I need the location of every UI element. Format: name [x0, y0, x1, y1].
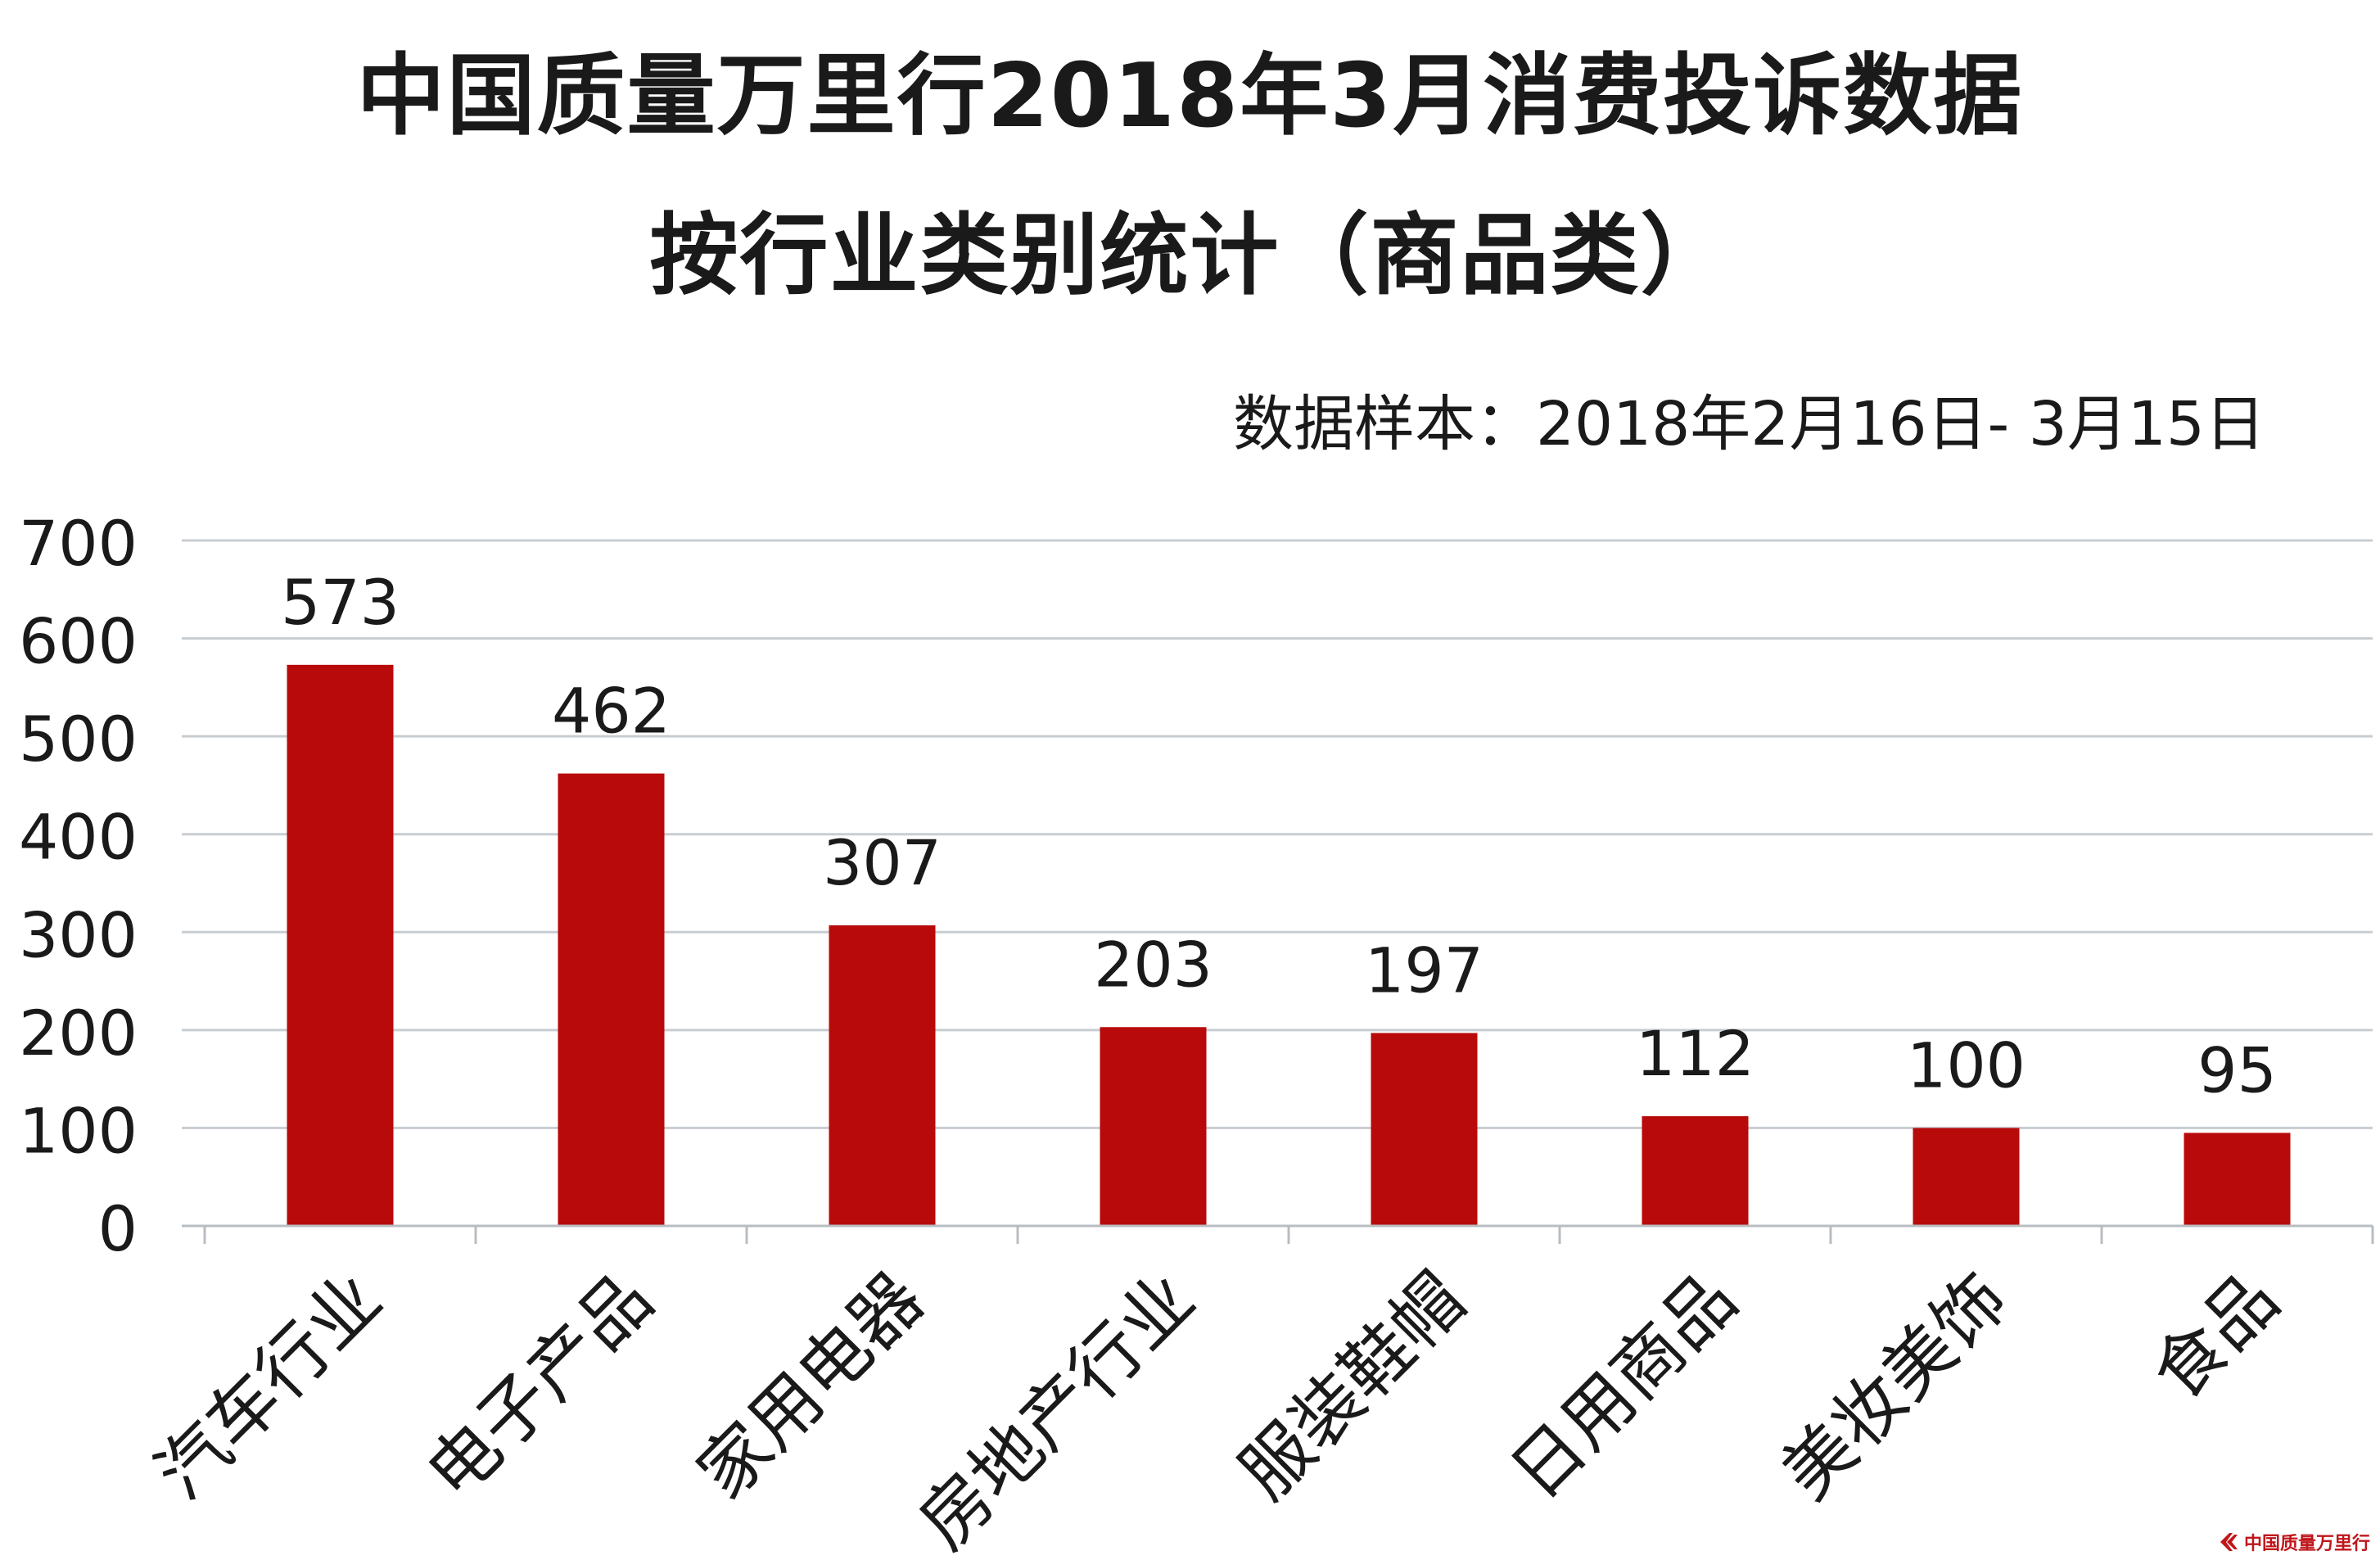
- bar: [558, 773, 665, 1226]
- bar: [287, 664, 394, 1226]
- data-label: 95: [2197, 1033, 2277, 1106]
- bar: [829, 925, 936, 1226]
- x-tick-label: 食品: [2137, 1258, 2294, 1415]
- brand-watermark-text: 中国质量万里行: [2243, 1533, 2370, 1554]
- x-tick-label: 电子产品: [411, 1258, 668, 1515]
- y-tick-label: 0: [98, 1192, 138, 1265]
- bar: [2184, 1133, 2291, 1226]
- brand-watermark: 中国质量万里行: [2218, 1529, 2370, 1555]
- chart-subtitle: 按行业类别统计（商品类）: [649, 205, 1731, 307]
- data-label: 100: [1907, 1029, 2025, 1101]
- bars: [287, 664, 2291, 1226]
- y-tick-label: 100: [19, 1094, 138, 1167]
- y-axis-ticks: 0 100 200 300 400 500 600 700: [19, 507, 138, 1265]
- data-label: 203: [1094, 928, 1213, 1001]
- brand-logo-icon: [2220, 1533, 2238, 1551]
- data-label: 307: [823, 826, 942, 899]
- x-tick-label: 汽车行业: [140, 1258, 397, 1515]
- x-tick-label: 房地产行业: [904, 1258, 1211, 1560]
- data-sample-note: 数据样本：2018年2月16日- 3月15日: [1232, 389, 2265, 459]
- y-tick-label: 700: [19, 507, 138, 580]
- bar: [1642, 1116, 1749, 1226]
- bar: [1371, 1033, 1478, 1226]
- chart-title: 中国质量万里行2018年3月消费投诉数据: [356, 45, 2024, 147]
- x-axis: [182, 1224, 2374, 1244]
- y-tick-label: 300: [19, 898, 138, 971]
- x-tick-label: 美妆美饰: [1766, 1258, 2023, 1515]
- data-label: 197: [1365, 934, 1484, 1006]
- y-tick-label: 500: [19, 703, 138, 775]
- data-label: 462: [552, 675, 671, 748]
- gridlines: [182, 539, 2373, 1129]
- x-tick-label: 服装鞋帽: [1224, 1258, 1481, 1515]
- data-label: 573: [281, 566, 400, 639]
- bar: [1913, 1128, 2020, 1226]
- data-labels: 573 462 307 203 197 112 100 95: [281, 566, 2277, 1107]
- x-tick-label: 日用商品: [1495, 1258, 1752, 1515]
- data-label: 112: [1636, 1017, 1755, 1090]
- x-tick-label: 家用电器: [682, 1258, 939, 1515]
- y-tick-label: 600: [19, 605, 138, 678]
- y-tick-label: 200: [19, 997, 138, 1069]
- bar: [1100, 1027, 1207, 1226]
- y-tick-label: 400: [19, 801, 138, 874]
